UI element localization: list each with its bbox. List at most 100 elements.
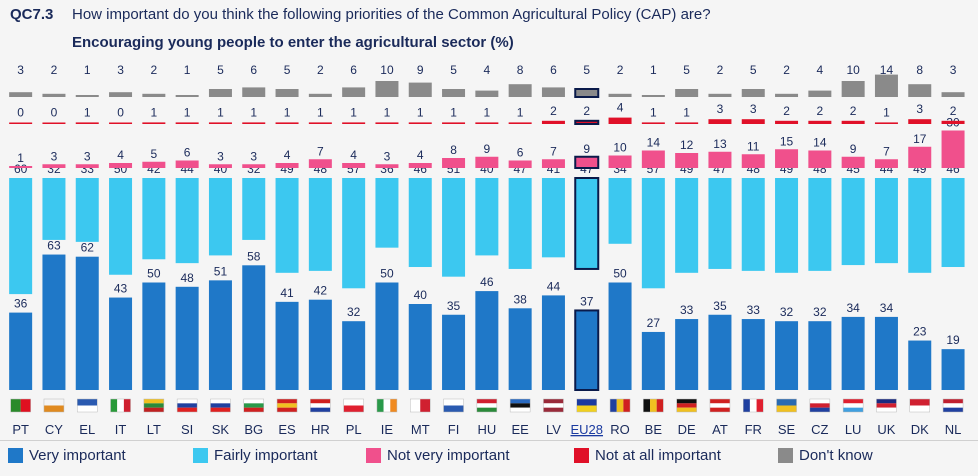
bar-not-at-all-important xyxy=(808,120,832,124)
flag-stripe xyxy=(376,399,384,412)
value-label-very-important: 32 xyxy=(813,305,827,319)
value-label-not-at-all-important: 1 xyxy=(683,105,690,119)
value-label-not-very-important: 7 xyxy=(317,144,324,158)
flag-stripe xyxy=(676,407,697,412)
value-label-dont-know: 6 xyxy=(550,63,557,77)
bar-not-at-all-important xyxy=(408,122,432,124)
value-label-dont-know: 1 xyxy=(84,63,91,77)
value-label-not-at-all-important: 3 xyxy=(750,102,757,116)
value-label-not-at-all-important: 1 xyxy=(317,105,324,119)
category-label: DK xyxy=(911,422,929,437)
value-label-fairly-important: 32 xyxy=(247,162,261,176)
bar-not-very-important xyxy=(375,164,399,168)
flag-bg-icon xyxy=(243,398,264,413)
flag-stripe xyxy=(943,407,964,412)
bar-not-very-important xyxy=(741,154,765,168)
bar-very-important xyxy=(808,321,832,390)
bar-dont-know xyxy=(9,92,33,97)
category-label: ES xyxy=(278,422,296,437)
value-label-dont-know: 2 xyxy=(317,63,324,77)
bar-not-at-all-important xyxy=(641,122,665,124)
flag-hu-icon xyxy=(476,398,498,413)
flag-cz-icon xyxy=(809,398,831,413)
bar-fairly-important xyxy=(109,178,133,275)
bar-dont-know xyxy=(508,84,532,97)
flag-stripe xyxy=(616,399,624,412)
value-label-not-very-important: 1 xyxy=(17,151,24,165)
category-label: FI xyxy=(448,422,460,437)
bar-not-at-all-important xyxy=(508,122,532,124)
bar-fairly-important xyxy=(641,178,665,289)
value-label-not-at-all-important: 1 xyxy=(350,105,357,119)
legend-swatch-not-at-all-important xyxy=(574,448,589,463)
value-label-not-at-all-important: 1 xyxy=(650,105,657,119)
value-label-not-very-important: 7 xyxy=(883,144,890,158)
category-label: EL xyxy=(79,422,95,437)
value-label-not-at-all-important: 2 xyxy=(817,104,824,118)
flag-el-icon xyxy=(77,398,98,413)
category-label: FR xyxy=(745,422,762,437)
value-label-very-important: 19 xyxy=(946,333,960,347)
flag-stripe xyxy=(210,399,231,404)
flag-stripe xyxy=(277,407,298,412)
bar-fairly-important xyxy=(475,178,499,256)
bar-very-important xyxy=(442,314,466,390)
flag-stripe xyxy=(310,403,331,408)
flag-pt-icon xyxy=(10,398,31,413)
bar-very-important xyxy=(342,321,366,390)
bar-not-very-important xyxy=(775,149,799,168)
bar-not-at-all-important xyxy=(275,122,299,124)
value-label-not-at-all-important: 0 xyxy=(51,106,58,120)
value-label-not-at-all-important: 2 xyxy=(850,104,857,118)
bar-dont-know xyxy=(775,93,799,97)
value-label-very-important: 43 xyxy=(114,282,128,296)
flag-stripe xyxy=(943,403,964,408)
bar-fairly-important xyxy=(208,178,232,256)
flag-stripe xyxy=(709,399,730,404)
legend-label: Very important xyxy=(29,447,126,464)
bar-very-important xyxy=(408,304,432,390)
flag-stripe xyxy=(123,399,131,412)
flag-stripe xyxy=(543,399,564,404)
bar-very-important xyxy=(708,314,732,390)
category-label: PL xyxy=(346,422,362,437)
bar-dont-know xyxy=(275,89,299,97)
flag-stripe xyxy=(543,407,564,412)
bar-not-at-all-important xyxy=(42,122,66,124)
value-label-very-important: 32 xyxy=(780,305,794,319)
bar-dont-know xyxy=(475,90,499,97)
flag-stripe xyxy=(510,407,531,412)
value-label-very-important: 37 xyxy=(580,294,594,308)
value-label-very-important: 34 xyxy=(846,301,860,315)
category-label: SI xyxy=(181,422,193,437)
bar-not-very-important xyxy=(408,163,432,168)
flag-fi-icon xyxy=(443,398,464,413)
question-text: How important do you think the following… xyxy=(72,6,711,23)
bar-very-important xyxy=(308,299,332,390)
bar-not-very-important xyxy=(941,130,965,168)
flag-stripe xyxy=(443,405,464,412)
value-label-very-important: 58 xyxy=(247,249,261,263)
legend-item-not-very-important: Not very important xyxy=(366,447,510,464)
flag-stripe xyxy=(310,399,331,404)
bar-not-very-important xyxy=(475,156,499,168)
value-label-dont-know: 6 xyxy=(350,63,357,77)
value-label-dont-know: 5 xyxy=(450,63,457,77)
chart-legend: Very important Fairly important Not very… xyxy=(8,447,978,471)
bar-dont-know xyxy=(641,95,665,97)
flag-stripe xyxy=(43,405,64,412)
bar-dont-know xyxy=(175,95,199,97)
value-label-very-important: 35 xyxy=(713,299,727,313)
bar-fairly-important xyxy=(508,178,532,269)
bar-dont-know xyxy=(874,74,898,97)
flag-stripe xyxy=(876,403,897,408)
bar-not-at-all-important xyxy=(574,119,600,126)
legend-swatch-not-very-important xyxy=(366,448,381,463)
bar-dont-know xyxy=(574,88,600,98)
value-label-not-very-important: 14 xyxy=(813,136,827,150)
bar-not-at-all-important xyxy=(475,122,499,124)
bar-dont-know xyxy=(841,81,865,97)
flag-stripe xyxy=(10,399,21,412)
category-label: PT xyxy=(12,422,29,437)
bar-not-at-all-important xyxy=(9,122,33,124)
